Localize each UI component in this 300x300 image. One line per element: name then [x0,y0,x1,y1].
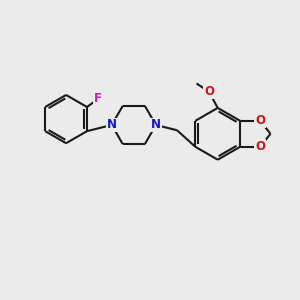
Text: N: N [151,118,161,131]
Text: F: F [94,92,102,105]
Text: O: O [255,140,265,153]
Text: N: N [107,118,117,131]
Text: O: O [204,85,214,98]
Text: O: O [255,114,265,127]
